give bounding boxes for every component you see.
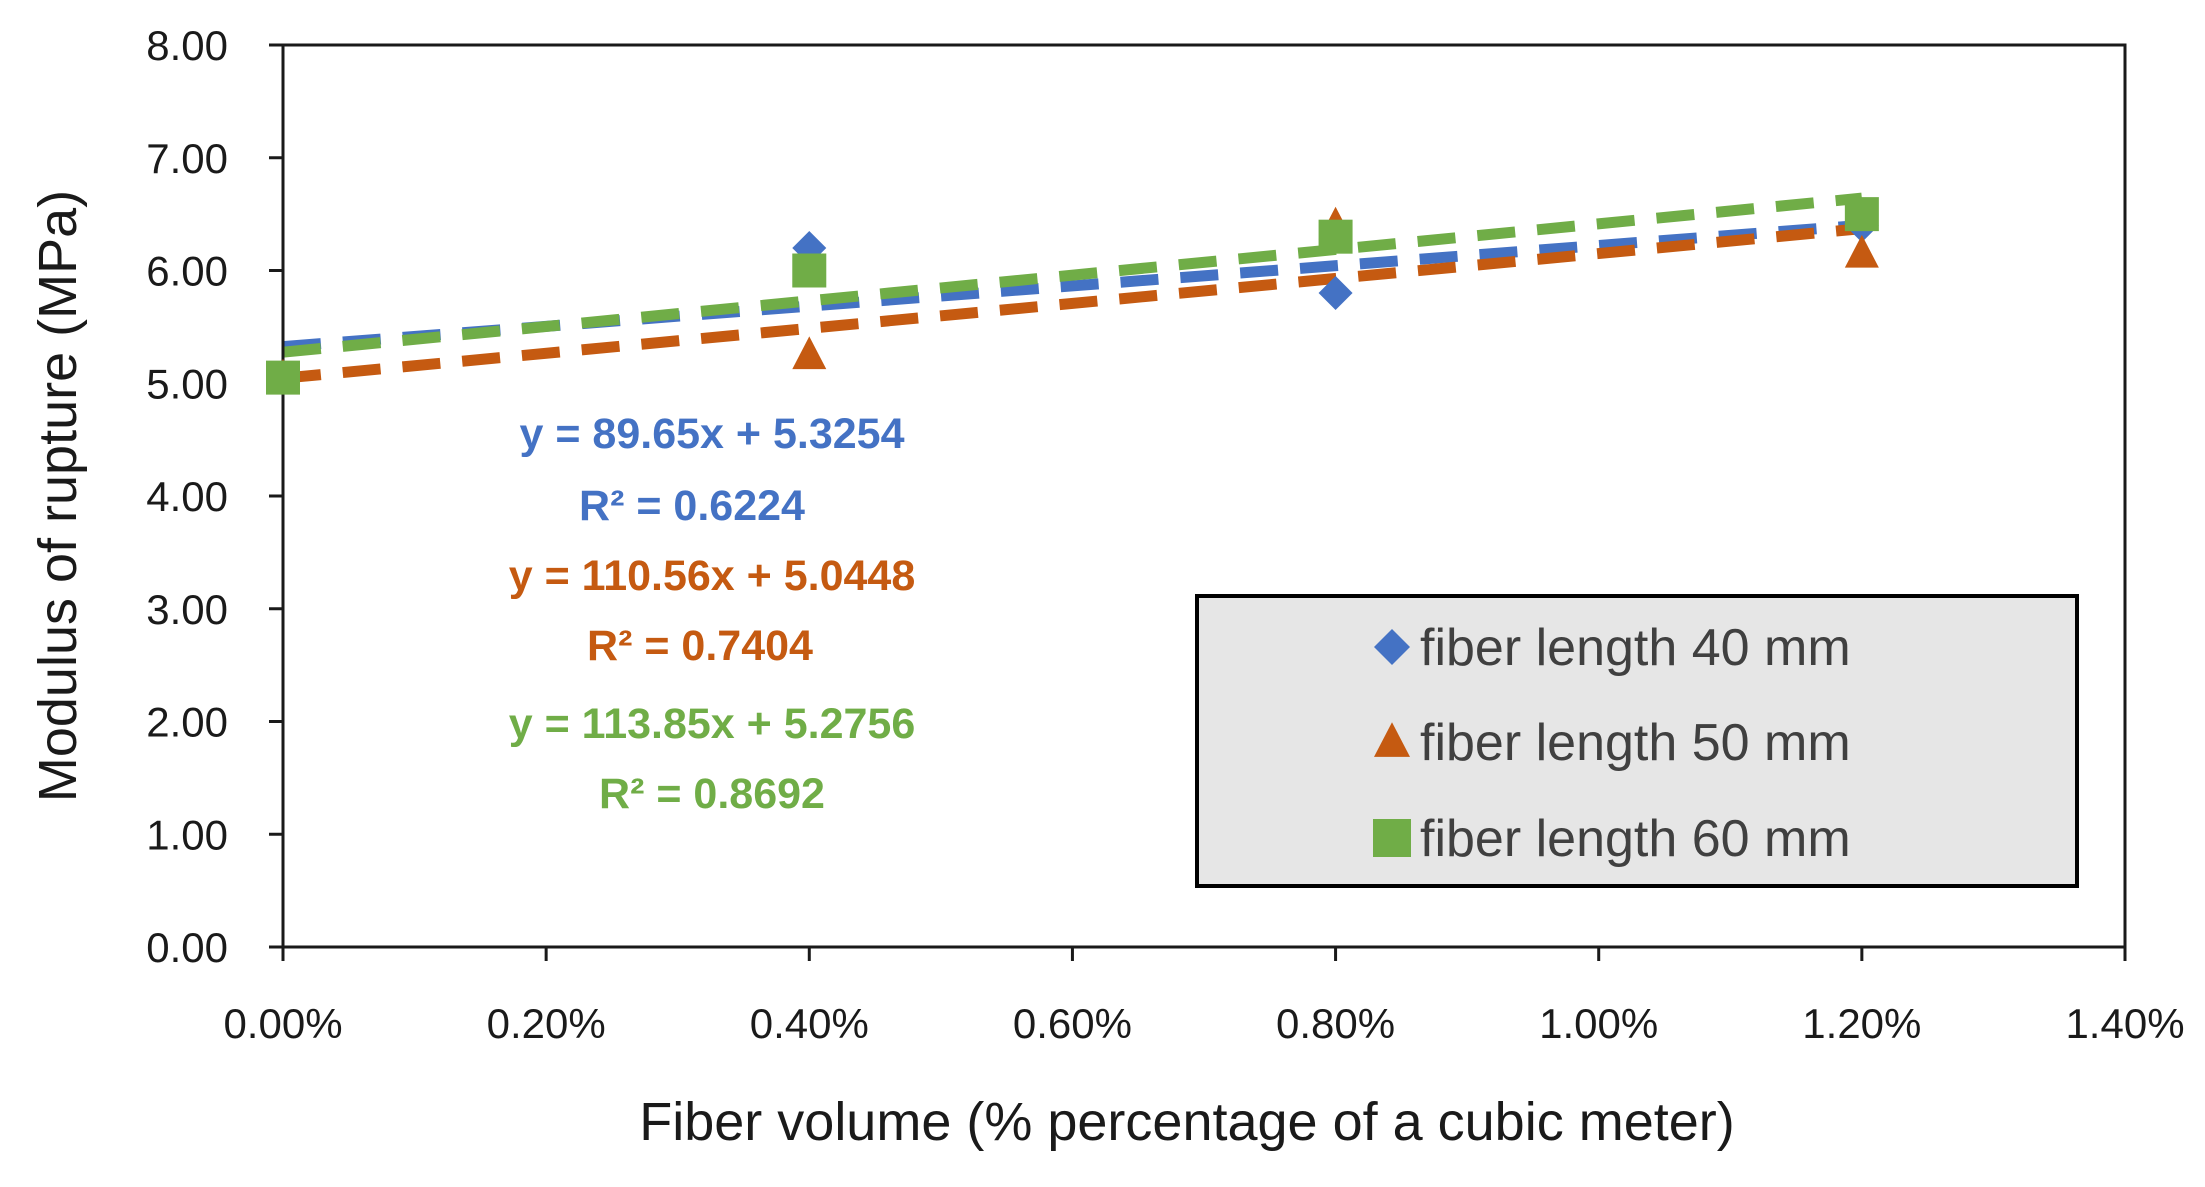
x-axis-title: Fiber volume (% percentage of a cubic me… <box>639 1092 1734 1152</box>
y-tick-label: 1.00 <box>146 811 228 858</box>
legend-label: fiber length 50 mm <box>1420 714 1851 772</box>
y-tick-label: 6.00 <box>146 248 228 295</box>
r2-50mm: R² = 0.7404 <box>587 622 813 670</box>
y-tick-label: 5.00 <box>146 360 228 407</box>
data-point-triangle <box>1844 234 1879 268</box>
y-tick-label: 0.00 <box>146 924 228 971</box>
x-axis-ticks <box>281 947 2127 961</box>
data-points <box>266 197 1879 395</box>
data-point-square <box>1318 219 1353 254</box>
data-point-triangle <box>1374 722 1410 757</box>
x-tick-label: 0.20% <box>487 1000 606 1047</box>
data-point-square <box>266 360 300 395</box>
y-tick-label: 4.00 <box>146 473 228 520</box>
y-tick-label: 2.00 <box>146 699 228 746</box>
x-tick-label: 1.20% <box>1802 1000 1921 1047</box>
y-tick-label: 8.00 <box>146 22 228 69</box>
equation-40mm: y = 89.65x + 5.3254 <box>520 410 905 458</box>
y-tick-label: 7.00 <box>146 135 228 182</box>
data-point-diamond <box>1374 629 1410 665</box>
x-tick-label: 0.60% <box>1013 1000 1132 1047</box>
trendline-equations: y = 89.65x + 5.3254 R² = 0.6224 y = 110.… <box>509 410 916 818</box>
legend: fiber length 40 mm fiber length 50 mm fibe… <box>1195 594 2079 888</box>
legend-box <box>1195 594 2079 888</box>
data-point-triangle <box>792 336 827 370</box>
x-axis-tick-labels: 0.00% 0.20% 0.40% 0.60% 0.80% 1.00% 1.20% 1.40% <box>223 1000 2184 1047</box>
trendlines <box>282 192 1863 384</box>
r2-40mm: R² = 0.6224 <box>579 482 805 530</box>
data-point-diamond <box>1318 276 1353 311</box>
r2-60mm: R² = 0.8692 <box>599 770 825 818</box>
x-tick-label: 0.40% <box>750 1000 869 1047</box>
data-point-square <box>1373 819 1411 857</box>
data-point-square <box>792 253 827 288</box>
equation-50mm: y = 110.56x + 5.0448 <box>509 552 916 600</box>
y-axis-tick-labels: 0.00 1.00 2.00 3.00 4.00 5.00 6.00 7.00 8.00 <box>146 22 228 971</box>
y-axis-title: Modulus of rupture (MPa) <box>28 190 88 802</box>
y-tick-label: 3.00 <box>146 586 228 633</box>
equation-60mm: y = 113.85x + 5.2756 <box>509 700 916 748</box>
x-tick-label: 0.00% <box>223 1000 342 1047</box>
x-tick-label: 1.00% <box>1539 1000 1658 1047</box>
x-tick-label: 0.80% <box>1276 1000 1395 1047</box>
legend-label: fiber length 40 mm <box>1420 619 1851 677</box>
data-point-diamond <box>792 230 827 265</box>
legend-label: fiber length 60 mm <box>1420 810 1851 868</box>
data-point-square <box>1844 197 1879 232</box>
x-tick-label: 1.40% <box>2065 1000 2184 1047</box>
trendline <box>282 192 1863 358</box>
trendline <box>282 223 1863 384</box>
